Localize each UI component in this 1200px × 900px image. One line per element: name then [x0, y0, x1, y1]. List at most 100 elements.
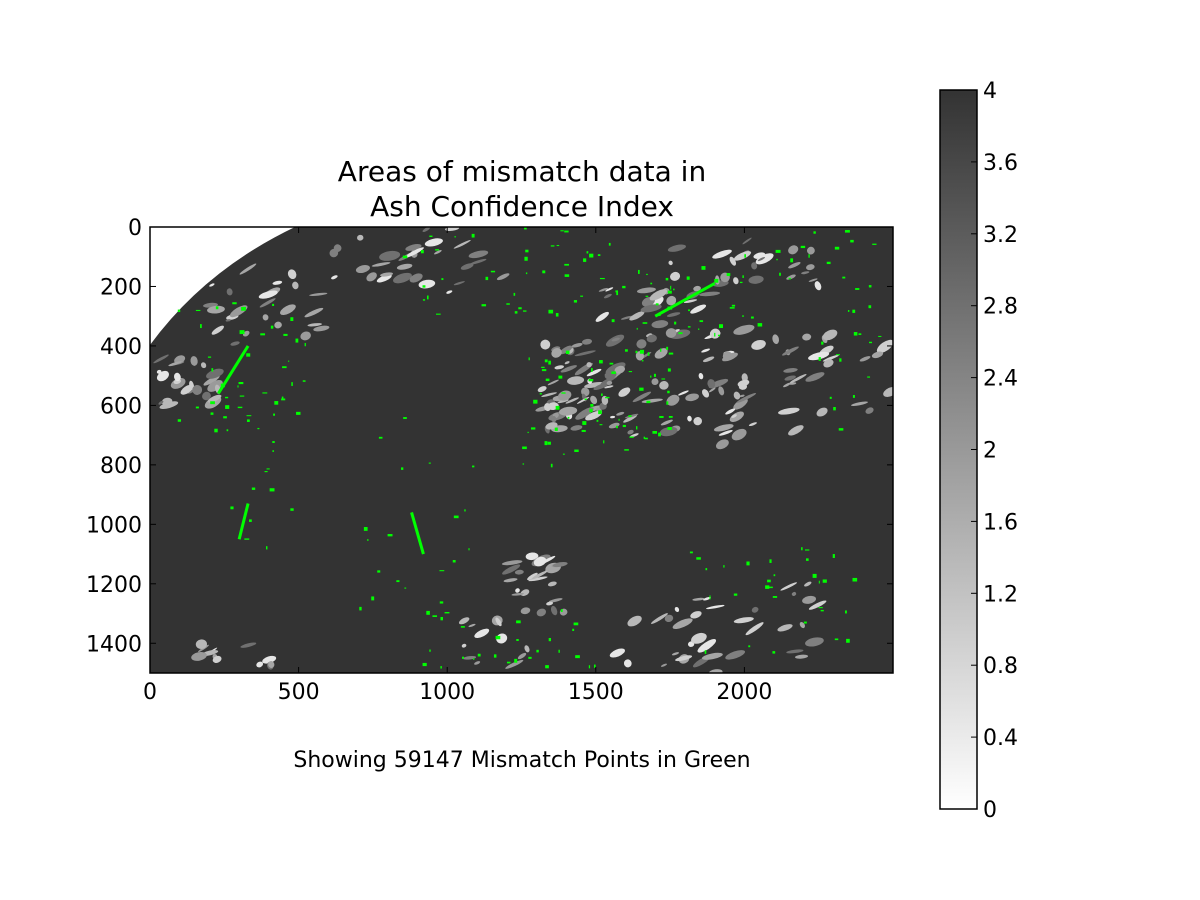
mismatch-point [666, 401, 669, 405]
gray-patch [495, 617, 502, 627]
mismatch-point [251, 487, 256, 490]
gray-patch [683, 299, 698, 304]
gray-patch [698, 372, 704, 380]
mismatch-point [608, 242, 611, 246]
chart-title: Areas of mismatch data in Ash Confidence … [338, 155, 706, 223]
mismatch-point [624, 349, 628, 352]
mismatch-point [790, 258, 794, 263]
mismatch-point [729, 307, 735, 309]
mismatch-point [731, 304, 736, 307]
gray-patch [313, 325, 330, 332]
gray-patch [287, 269, 297, 280]
gray-patch [799, 622, 805, 629]
gray-patch [627, 429, 634, 435]
gray-patch [701, 348, 710, 353]
heatmap-background [150, 227, 893, 673]
mismatch-point [225, 396, 229, 399]
gray-patch [671, 652, 680, 656]
mismatch-streak [237, 503, 250, 540]
mismatch-point [659, 416, 664, 418]
mismatch-point [742, 315, 744, 317]
y-tick-label: 800 [100, 454, 142, 479]
gray-patch [309, 292, 328, 296]
mismatch-point [704, 650, 707, 654]
gray-patch [736, 393, 757, 403]
gray-patch [557, 399, 569, 404]
gray-patch [274, 321, 282, 329]
mismatch-point [237, 406, 243, 409]
mismatch-point [527, 431, 529, 434]
mismatch-point [586, 251, 589, 254]
gray-patch [748, 422, 757, 427]
mismatch-point [402, 255, 408, 259]
gray-patch [180, 384, 193, 395]
gray-patch [304, 307, 324, 318]
mismatch-point [471, 233, 475, 238]
mismatch-point [490, 270, 496, 273]
gray-patch [772, 334, 779, 345]
gray-patch [525, 552, 539, 561]
mismatch-point [646, 400, 651, 404]
mismatch-point [658, 432, 661, 437]
mismatch-point [714, 332, 716, 337]
gray-patch [690, 611, 702, 619]
gray-patch [511, 592, 524, 596]
gray-patch [376, 274, 392, 283]
gray-patch [550, 605, 558, 616]
gray-patch [470, 258, 487, 265]
mismatch-point [453, 515, 459, 519]
gray-patch [547, 379, 559, 386]
gray-patch [207, 305, 225, 314]
gray-patch [585, 411, 602, 421]
gray-patch [795, 654, 809, 659]
gray-patch [718, 429, 733, 436]
gray-patch [520, 607, 531, 615]
gray-patch [802, 333, 812, 341]
mismatch-point [779, 272, 781, 276]
mismatch-point [667, 390, 670, 394]
gray-patch [551, 415, 557, 423]
y-tick-label: 400 [100, 335, 142, 360]
x-axis-label: Showing 59147 Mismatch Points in Green [293, 748, 750, 773]
mismatch-point [845, 610, 847, 614]
gray-patch [458, 617, 470, 625]
mismatch-point [832, 554, 835, 558]
mismatch-point [583, 258, 587, 262]
mismatch-point [429, 649, 431, 652]
gray-patch [333, 244, 342, 253]
gray-patch [691, 632, 707, 644]
gray-patch [674, 606, 680, 612]
mismatch-point [847, 310, 850, 312]
mismatch-point [689, 551, 693, 554]
mismatch-point [834, 638, 839, 641]
mismatch-point [829, 396, 832, 399]
y-tick-label: 1200 [86, 573, 142, 598]
colorbar-tick-label: 2.8 [983, 295, 1018, 320]
mismatch-point [562, 453, 565, 455]
gray-patch [586, 368, 602, 377]
gray-patch [733, 324, 755, 335]
y-tick-label: 0 [128, 216, 142, 241]
gray-patch [659, 381, 669, 390]
gray-patch [640, 304, 662, 313]
mismatch-point [266, 468, 270, 470]
gray-patch [547, 581, 557, 587]
mismatch-point [513, 292, 516, 296]
mismatch-point [536, 649, 539, 653]
mismatch-point [639, 349, 645, 354]
gray-patch [757, 256, 766, 262]
gray-patch [692, 597, 705, 601]
mismatch-streak [654, 282, 716, 318]
mismatch-point [426, 610, 430, 615]
gray-patch [537, 386, 547, 393]
gray-patch [738, 383, 748, 390]
mismatch-point [548, 638, 552, 642]
gray-patch [605, 287, 614, 292]
mismatch-point [850, 239, 854, 243]
mismatch-point [290, 317, 294, 321]
gray-patch [627, 615, 642, 627]
mismatch-point [622, 424, 626, 428]
mismatch-point [714, 278, 719, 283]
gray-patch [571, 343, 583, 348]
gray-patch [468, 623, 476, 628]
